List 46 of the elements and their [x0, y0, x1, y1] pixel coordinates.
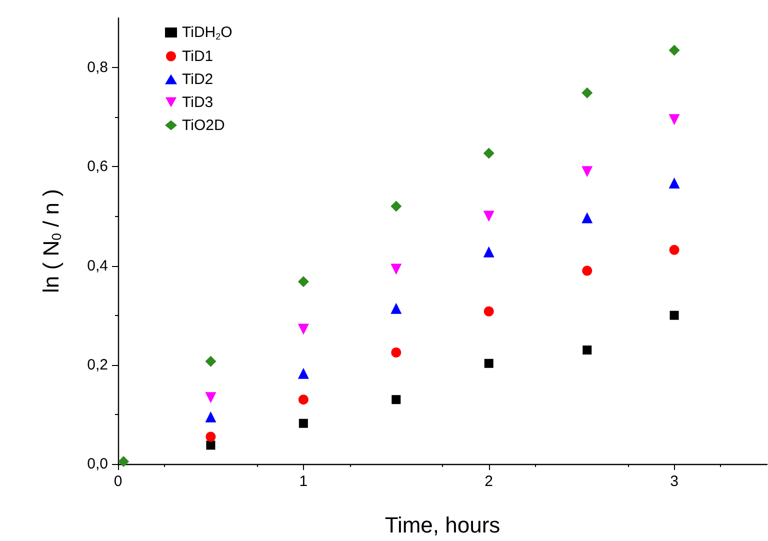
x-tick-label: 0: [114, 473, 122, 490]
point: [118, 456, 130, 468]
y-axis-title: ln ( N0 / n ): [38, 189, 64, 293]
point: [582, 266, 592, 276]
point: [668, 44, 680, 56]
point: [205, 392, 216, 404]
point: [298, 276, 309, 288]
x-tick-label: 3: [670, 473, 678, 490]
x-tick-label: 1: [299, 473, 308, 490]
point: [483, 210, 494, 222]
legend-label: TiO2D: [182, 116, 225, 134]
point: [390, 302, 402, 314]
point: [205, 356, 216, 367]
point: [483, 246, 494, 258]
point: [484, 306, 494, 316]
point: [205, 411, 216, 422]
y-tick-label: 0,8: [87, 59, 108, 76]
point: [582, 212, 593, 224]
point: [298, 368, 309, 379]
legend-label: TiD3: [182, 94, 214, 111]
point: [669, 244, 680, 255]
point: [668, 114, 680, 126]
y-tick-label: 0,0: [87, 456, 108, 472]
point: [298, 324, 309, 335]
point: [391, 348, 402, 358]
point: [483, 148, 494, 159]
y-tick-label: 0,6: [87, 158, 108, 176]
point: [582, 166, 593, 178]
point: [298, 394, 308, 405]
x-axis-title: Time, hours: [384, 512, 500, 538]
legend-label: TiD1: [182, 48, 214, 65]
y-tick-label: 0,4: [87, 257, 108, 274]
point: [582, 87, 593, 98]
x-tick-label: 2: [484, 473, 494, 490]
point: [582, 346, 592, 355]
point: [206, 432, 216, 442]
point: [390, 200, 402, 212]
y-tick-label: 0,2: [87, 356, 108, 374]
point: [298, 418, 308, 428]
point: [392, 395, 401, 404]
point: [390, 264, 402, 275]
point: [668, 178, 680, 189]
legend-label: TiD2: [182, 70, 214, 88]
point: [484, 358, 494, 368]
point: [206, 440, 216, 450]
point: [670, 310, 679, 320]
